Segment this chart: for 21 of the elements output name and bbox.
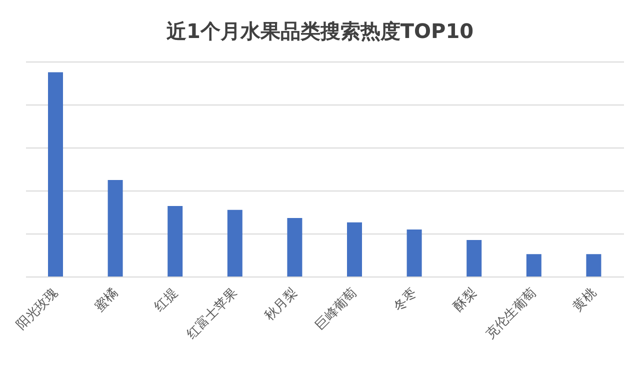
x-tick-label: 克伦生葡萄 — [483, 286, 540, 342]
x-tick-label: 黄桃 — [570, 286, 600, 315]
bar — [526, 254, 542, 277]
x-tick-label: 红提 — [152, 286, 181, 315]
bar — [287, 218, 302, 277]
x-tick-label: 红富士苹果 — [183, 284, 241, 342]
bar — [586, 254, 602, 277]
bar — [466, 240, 482, 277]
x-tick-label: 秋月梨 — [262, 286, 300, 324]
x-tick-label: 冬枣 — [391, 286, 420, 315]
bar — [108, 180, 123, 277]
chart-title: 近1个月水果品类搜索热度TOP10 — [165, 18, 475, 45]
bar — [227, 210, 242, 277]
x-tick-label: 阳光玫瑰 — [14, 286, 62, 334]
x-tick-label: 酥梨 — [450, 286, 480, 315]
bar — [168, 206, 183, 277]
bar — [406, 229, 422, 277]
x-tick-label: 蜜橘 — [91, 284, 122, 315]
x-tick-label: 巨峰葡萄 — [312, 286, 360, 334]
bar — [347, 222, 362, 277]
bar — [48, 72, 63, 277]
